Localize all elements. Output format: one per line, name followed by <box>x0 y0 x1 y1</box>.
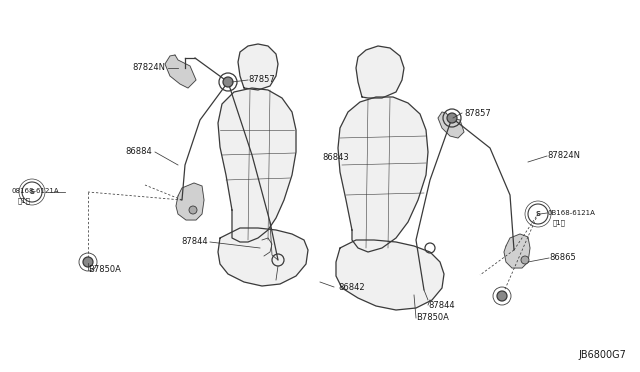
Text: 87844: 87844 <box>181 237 208 247</box>
Circle shape <box>447 113 457 123</box>
Circle shape <box>189 206 197 214</box>
Text: （1）: （1） <box>553 220 566 226</box>
Text: B7850A: B7850A <box>88 266 121 275</box>
Text: 87857: 87857 <box>248 76 275 84</box>
Text: 86865: 86865 <box>549 253 576 263</box>
Circle shape <box>223 77 233 87</box>
Text: 86884: 86884 <box>125 148 152 157</box>
Polygon shape <box>504 234 530 268</box>
Text: 87824N: 87824N <box>547 151 580 160</box>
Text: B7850A: B7850A <box>416 314 449 323</box>
Text: 87824N: 87824N <box>132 64 165 73</box>
Text: S: S <box>29 189 35 195</box>
Polygon shape <box>218 228 308 286</box>
Text: 87857: 87857 <box>464 109 491 118</box>
Circle shape <box>83 257 93 267</box>
Polygon shape <box>356 46 404 98</box>
Circle shape <box>521 256 529 264</box>
Text: JB6800G7: JB6800G7 <box>578 350 626 360</box>
Polygon shape <box>238 44 278 90</box>
Polygon shape <box>165 55 196 88</box>
Circle shape <box>497 291 507 301</box>
Text: 87844: 87844 <box>428 301 454 310</box>
Text: 86843: 86843 <box>322 153 349 161</box>
Polygon shape <box>218 88 296 242</box>
Polygon shape <box>338 97 428 252</box>
Text: S: S <box>536 211 541 217</box>
Text: 08168-6121A: 08168-6121A <box>12 188 60 194</box>
Text: （1）: （1） <box>18 198 31 204</box>
Polygon shape <box>438 112 464 138</box>
Text: 0B168-6121A: 0B168-6121A <box>547 210 595 216</box>
Polygon shape <box>336 240 444 310</box>
Polygon shape <box>176 183 204 220</box>
Text: 86842: 86842 <box>338 282 365 292</box>
